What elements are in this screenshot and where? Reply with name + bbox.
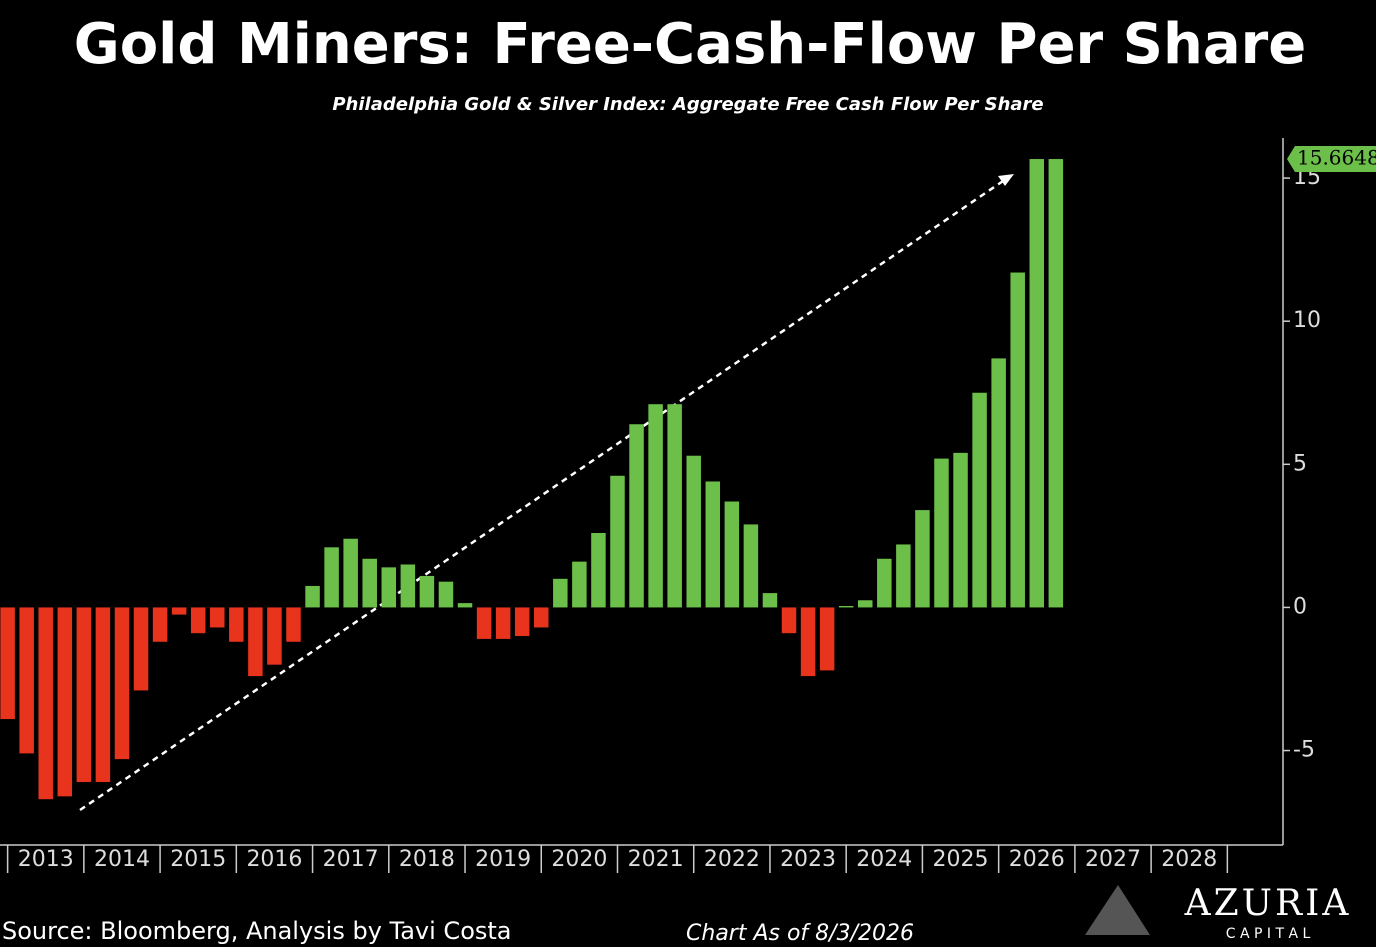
bar: [762, 593, 778, 608]
bar: [400, 564, 416, 608]
brand-sub: C A P I T A L: [1226, 926, 1311, 942]
x-tick-label: 2018: [399, 847, 455, 872]
x-tick-label: 2027: [1085, 847, 1141, 872]
bar: [57, 607, 73, 797]
bar: [19, 607, 34, 754]
bar: [781, 607, 797, 634]
bar: [381, 567, 397, 608]
bar: [171, 607, 187, 615]
bar: [553, 578, 568, 608]
x-tick-label: 2028: [1161, 847, 1217, 872]
bar: [534, 607, 549, 628]
bar: [724, 501, 740, 608]
bar: [343, 538, 358, 608]
bar: [438, 581, 454, 608]
bar: [858, 600, 873, 608]
bar: [38, 607, 53, 800]
bar: [1029, 159, 1045, 608]
bar: [648, 404, 663, 608]
bar: [667, 404, 682, 608]
x-tick-label: 2017: [323, 847, 379, 872]
bar: [1010, 272, 1025, 608]
bar: [591, 533, 606, 608]
x-tick-label: 2014: [94, 847, 150, 872]
value-tag-label: 15.6648: [1297, 146, 1376, 170]
bar: [190, 607, 206, 634]
bar: [819, 607, 835, 671]
value-tag: [1287, 146, 1376, 173]
bar: [95, 607, 111, 783]
bar: [152, 607, 168, 642]
bar: [1048, 159, 1064, 608]
bar: [934, 458, 949, 608]
bar: [686, 455, 701, 608]
chart-title: Gold Miners: Free-Cash-Flow Per Share: [74, 12, 1307, 77]
bar: [953, 452, 968, 608]
date-note: Chart As of 8/3/2026: [686, 921, 914, 946]
bar: [0, 607, 15, 720]
x-tick-label: 2013: [18, 847, 74, 872]
bar: [610, 475, 625, 608]
bar: [419, 575, 435, 608]
bar: [572, 561, 587, 608]
bar: [476, 607, 492, 639]
bar: [800, 607, 816, 677]
x-tick-label: 2016: [246, 847, 302, 872]
x-tick-label: 2020: [551, 847, 607, 872]
bar: [877, 558, 892, 608]
y-tick-label: -5: [1293, 738, 1315, 763]
x-tick-label: 2015: [170, 847, 226, 872]
bar: [629, 424, 644, 608]
bar: [267, 607, 282, 665]
y-tick-label: 10: [1293, 308, 1321, 333]
bar: [705, 481, 721, 608]
brand-logo: [1085, 885, 1150, 935]
bar: [133, 607, 149, 691]
x-tick-label: 2021: [628, 847, 684, 872]
chart-subtitle: Philadelphia Gold & Silver Index: Aggreg…: [332, 94, 1043, 115]
bar: [229, 607, 244, 642]
bar: [838, 605, 854, 608]
bar: [286, 607, 301, 642]
brand-name: AZURIA: [1184, 883, 1352, 924]
bar: [896, 544, 911, 608]
source-note: Source: Bloomberg, Analysis by Tavi Cost…: [2, 917, 512, 945]
bar: [514, 607, 530, 637]
bar: [495, 607, 511, 639]
x-tick-label: 2022: [704, 847, 760, 872]
x-tick-label: 2019: [475, 847, 531, 872]
bar: [915, 510, 930, 608]
bar: [743, 524, 759, 608]
bar: [362, 558, 377, 608]
bar: [324, 547, 339, 608]
y-tick-label: 5: [1293, 451, 1307, 476]
bar: [210, 607, 225, 628]
bar: [972, 392, 987, 608]
bar: [114, 607, 130, 760]
y-tick-label: 0: [1293, 594, 1307, 619]
x-tick-label: 2023: [780, 847, 836, 872]
x-tick-label: 2024: [856, 847, 912, 872]
x-tick-label: 2025: [933, 847, 989, 872]
bar: [457, 603, 473, 608]
bar: [305, 585, 320, 608]
trend-arrow-head: [998, 174, 1014, 186]
bar: [76, 607, 92, 783]
bar: [991, 358, 1006, 608]
x-tick-label: 2026: [1009, 847, 1065, 872]
bar: [248, 607, 263, 677]
